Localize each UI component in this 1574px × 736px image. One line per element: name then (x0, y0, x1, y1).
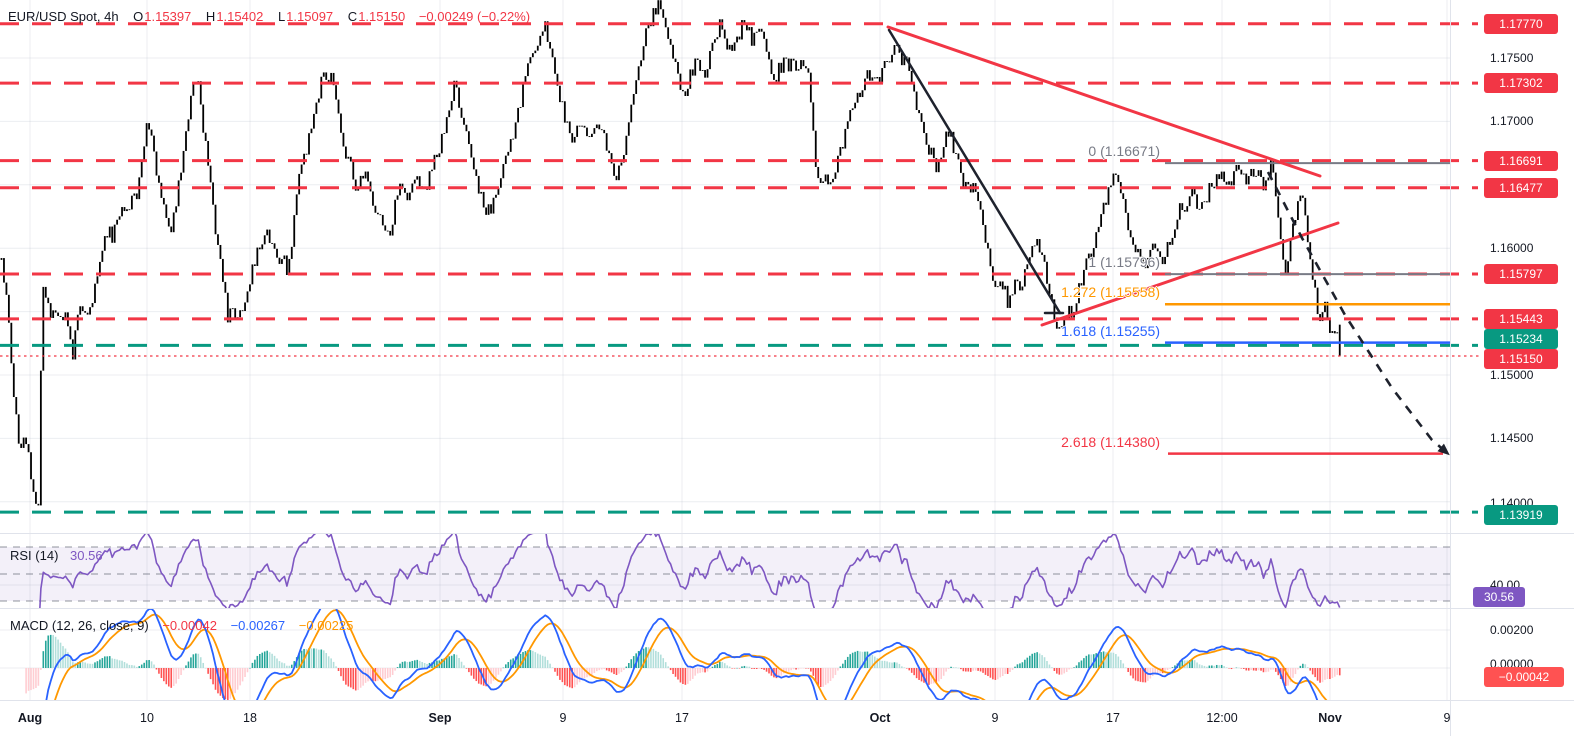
price-axis-border (1450, 0, 1451, 736)
price-axis-label: 1.17000 (1490, 114, 1534, 129)
open-value: 1.15397 (144, 9, 192, 24)
time-axis-label: Aug (17, 711, 43, 725)
price-level-badge: 1.17770 (1484, 13, 1558, 34)
time-axis-label: Sep (428, 711, 452, 725)
pane-separator-macd[interactable] (0, 608, 1574, 609)
close-value: 1.15150 (358, 9, 406, 24)
rsi-band (0, 546, 1450, 602)
fib-level-label[interactable]: 2.618 (1.14380) (1061, 433, 1160, 450)
projection-arrowhead (1437, 443, 1450, 456)
price-axis-label: 1.14500 (1490, 431, 1534, 446)
fib-level-label[interactable]: 1 (1.15796) (1088, 254, 1160, 271)
macd-label[interactable]: MACD (12, 26, close, 9) (10, 618, 149, 633)
macd-axis-label: 0.00200 (1490, 623, 1534, 637)
time-axis-label: 10 (140, 711, 154, 725)
price-axis-label: 1.17500 (1490, 51, 1534, 65)
time-axis-label: 17 (1106, 711, 1120, 725)
time-axis-label: 18 (243, 711, 257, 725)
price-level-badge: 1.15234 (1484, 329, 1558, 349)
rsi-line (39, 533, 1341, 608)
macd-hist-value: −0.00042 (162, 618, 217, 633)
ohlc-legend: EUR/USD Spot, 4h O1.15397 H1.15402 L1.15… (8, 9, 530, 24)
time-axis-label: 12:00 (1206, 711, 1238, 725)
rsi-legend: RSI (14) 30.56 (10, 548, 103, 563)
price-level-badge: 1.15797 (1484, 263, 1558, 284)
price-level-badge: 1.16477 (1484, 177, 1558, 198)
low-value: 1.15097 (286, 9, 334, 24)
rsi-value-badge: 30.56 (1473, 587, 1525, 607)
pane-separator-rsi[interactable] (0, 533, 1574, 534)
price-level-badge: 1.15443 (1484, 308, 1558, 329)
price-level-badge: 1.15150 (1484, 349, 1558, 369)
trend-lines (886, 25, 1450, 456)
level-lines (0, 22, 1482, 514)
change-value: −0.00249 (−0.22%) (418, 9, 531, 24)
macd-legend: MACD (12, 26, close, 9) −0.00042 −0.0026… (10, 618, 353, 633)
time-axis-label: Oct (869, 711, 891, 725)
rsi-value: 30.56 (70, 548, 103, 563)
fib-lines (1165, 162, 1450, 455)
time-axis-border (0, 700, 1574, 701)
time-axis-label: Nov (1318, 711, 1342, 725)
high-label: H (205, 9, 216, 24)
time-axis-label: 9 (559, 711, 567, 725)
fib-level-label[interactable]: 1.272 (1.15558) (1061, 284, 1160, 301)
grid-layer (0, 0, 1450, 700)
open-label: O (133, 9, 144, 24)
macd-line-value: −0.00267 (230, 618, 286, 633)
rsi-label[interactable]: RSI (14) (10, 548, 59, 563)
high-value: 1.15402 (216, 9, 264, 24)
time-axis-label: 17 (675, 711, 689, 725)
price-axis-label: 1.16000 (1490, 241, 1534, 256)
price-level-badge: 1.17302 (1484, 73, 1558, 94)
time-axis-label: 9 (1443, 711, 1451, 725)
price-axis-label: 1.15000 (1490, 368, 1534, 382)
symbol-title[interactable]: EUR/USD Spot, 4h (8, 9, 119, 24)
price-level-badge: 1.16691 (1484, 150, 1558, 171)
time-axis-label: 9 (991, 711, 999, 725)
low-label: L (277, 9, 286, 24)
macd-value-badge: −0.00042 (1484, 667, 1564, 687)
fib-level-label[interactable]: 0 (1.16671) (1088, 143, 1160, 160)
macd-signal-value: −0.00225 (298, 618, 354, 633)
fib-level-label[interactable]: 1.618 (1.15255) (1061, 322, 1160, 339)
close-label: C (347, 9, 358, 24)
macd-layer (25, 608, 1341, 700)
price-level-badge: 1.13919 (1484, 505, 1558, 525)
